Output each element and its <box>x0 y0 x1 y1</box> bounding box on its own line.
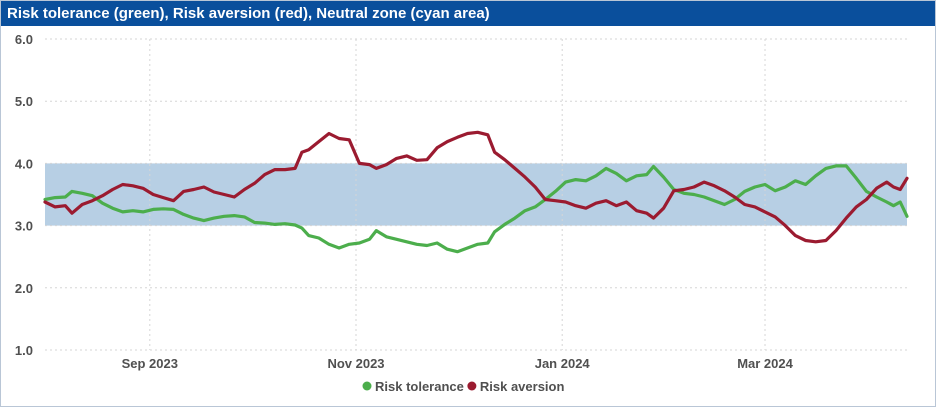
legend-risk-tolerance-label: Risk tolerance <box>375 379 464 394</box>
y-tick-label: 1.0 <box>15 343 33 358</box>
risk-tolerance-line <box>43 164 909 254</box>
x-tick-label: Sep 2023 <box>122 356 178 371</box>
chart-title: Risk tolerance (green), Risk aversion (r… <box>1 1 935 26</box>
legend-risk-aversion-marker <box>467 381 477 391</box>
y-tick-label: 5.0 <box>15 94 33 109</box>
y-tick-label: 2.0 <box>15 281 33 296</box>
legend-risk-aversion-label: Risk aversion <box>480 379 565 394</box>
x-tick-label: Nov 2023 <box>327 356 384 371</box>
x-tick-label: Mar 2024 <box>737 356 793 371</box>
y-tick-label: 4.0 <box>15 156 33 171</box>
y-tick-label: 6.0 <box>15 32 33 47</box>
y-tick-label: 3.0 <box>15 219 33 234</box>
legend-risk-tolerance-marker <box>362 381 372 391</box>
x-tick-label: Jan 2024 <box>535 356 591 371</box>
neutral-zone-band <box>45 163 907 226</box>
risk-aversion-line <box>43 130 909 244</box>
